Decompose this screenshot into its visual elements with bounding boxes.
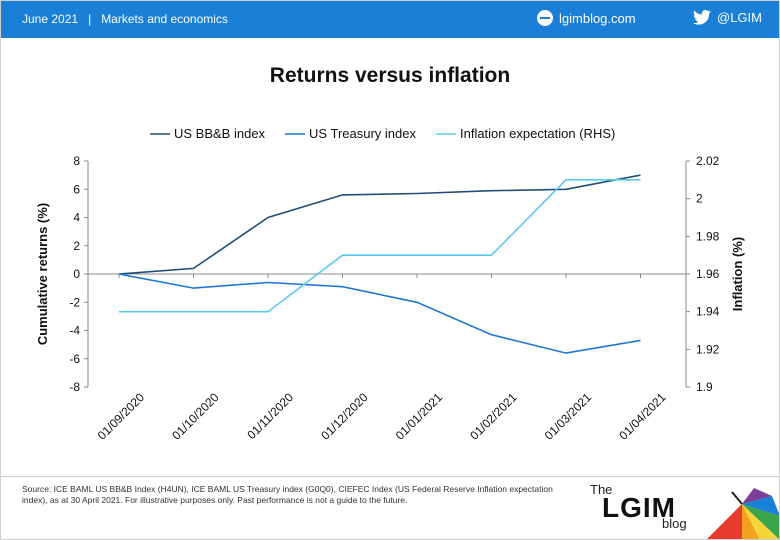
- twitter-icon: [693, 10, 711, 25]
- site-link[interactable]: lgimblog.com: [537, 10, 636, 26]
- right-tick-label: 1.96: [696, 267, 720, 281]
- left-tick-label: 2: [73, 239, 80, 253]
- x-tick-label: 01/03/2021: [542, 390, 595, 443]
- legend: US BB&B index US Treasury index Inflation …: [150, 126, 615, 141]
- x-tick-label: 01/11/2020: [244, 390, 296, 442]
- breadcrumb: June 2021 | Markets and economics: [22, 12, 228, 26]
- right-tick-label: 1.98: [696, 229, 720, 243]
- legend-label-3: Inflation expectation (RHS): [460, 126, 615, 141]
- left-tick-label: -2: [69, 295, 80, 309]
- x-tick-label: 01/10/2020: [169, 390, 222, 443]
- left-tick-label: -8: [69, 380, 80, 394]
- right-tick-label: 1.94: [696, 305, 720, 319]
- footer-divider: [0, 476, 780, 477]
- legend-label-1: US BB&B index: [174, 126, 266, 141]
- left-tick-label: -4: [69, 324, 80, 338]
- twitter-link[interactable]: @LGIM: [693, 10, 762, 25]
- series-line-1: [118, 174, 641, 275]
- right-tick-label: 2: [696, 192, 703, 206]
- series-layer: [118, 174, 641, 354]
- series-line-2: [118, 273, 641, 354]
- x-tick-label: 01/04/2021: [616, 390, 669, 443]
- right-tick-label: 2.02: [696, 154, 720, 168]
- y2-axis-label: Inflation (%): [730, 237, 745, 311]
- site-label: lgimblog.com: [559, 10, 636, 26]
- twitter-handle: @LGIM: [717, 10, 762, 25]
- left-tick-label: 6: [73, 182, 80, 196]
- logo-blog: blog: [662, 516, 687, 531]
- left-tick-label: 0: [73, 267, 80, 281]
- right-axis: 2.02 2 1.98 1.96 1.94 1.92 1.9: [685, 154, 720, 394]
- x-tick-label: 01/01/2021: [393, 390, 446, 443]
- umbrella-icon: [706, 488, 780, 540]
- right-tick-label: 1.9: [696, 380, 713, 394]
- x-tick-label: 01/02/2021: [467, 390, 520, 443]
- top-bar: June 2021 | Markets and economics lgimblog…: [0, 0, 780, 38]
- publish-date: June 2021: [22, 12, 79, 26]
- x-axis: 01/09/2020 01/10/2020 01/11/2020 01/12/2020…: [88, 273, 686, 443]
- left-axis: 8 6 4 2 0 -2 -4 -6 -8: [69, 154, 89, 394]
- section-link[interactable]: Markets and economics: [101, 12, 228, 26]
- left-tick-label: 8: [73, 154, 80, 168]
- chart: US BB&B index US Treasury index Inflation …: [35, 126, 745, 443]
- right-tick-label: 1.92: [696, 342, 720, 356]
- globe-icon: [537, 10, 553, 26]
- left-tick-label: 4: [73, 211, 80, 225]
- legend-label-2: US Treasury index: [309, 126, 416, 141]
- breadcrumb-separator: |: [88, 12, 92, 26]
- logo-lgim: LGIM: [602, 492, 676, 523]
- logo-the: The: [590, 482, 613, 497]
- chart-title: Returns versus inflation: [269, 64, 511, 87]
- x-tick-label: 01/12/2020: [318, 390, 371, 443]
- source-note: Source: ICE BAML US BB&B Index (H4UN), I…: [22, 484, 553, 505]
- x-tick-label: 01/09/2020: [95, 390, 148, 443]
- left-tick-label: -6: [69, 352, 80, 366]
- series-line-3: [119, 179, 641, 313]
- y-axis-label: Cumulative returns (%): [35, 203, 50, 345]
